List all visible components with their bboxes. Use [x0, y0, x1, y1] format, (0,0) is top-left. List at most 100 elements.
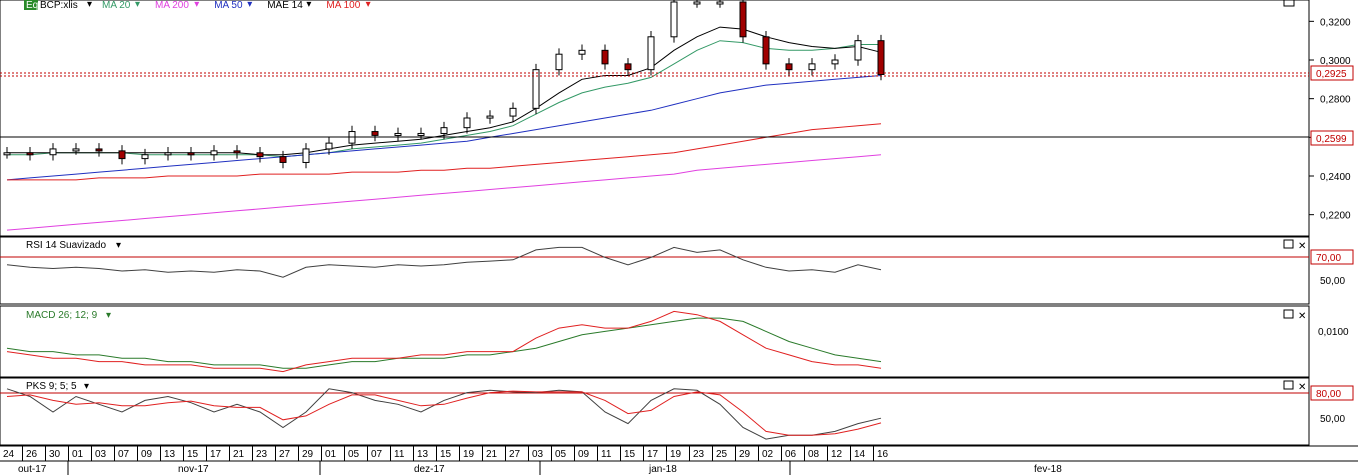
macd-maximize-icon[interactable] [1283, 309, 1294, 319]
equity-badge-icon [24, 0, 38, 10]
rsi-maximize-icon[interactable] [1283, 239, 1294, 249]
date-label: 12 [831, 449, 843, 460]
date-label: 07 [118, 449, 130, 460]
ticker-dropdown-icon[interactable]: ▾ [87, 0, 92, 10]
candle-body [624, 63, 632, 71]
candle-body [394, 132, 402, 136]
price-tick-label: 0,3000 [1320, 56, 1351, 67]
date-label: 30 [49, 449, 61, 460]
series-ma-50 [6, 75, 882, 181]
rsi-title[interactable]: RSI 14 Suavizado [26, 240, 106, 251]
macd-dropdown-icon[interactable]: ▾ [106, 310, 111, 321]
legend-mae-14[interactable]: MAE 14 [267, 0, 303, 11]
candle-body [187, 152, 195, 156]
legend-dropdown-icon[interactable]: ▾ [247, 0, 252, 10]
candle-body [555, 53, 563, 71]
candle-body [233, 150, 241, 154]
candle-body [716, 1, 724, 5]
legend-ma-50[interactable]: MA 50 [214, 0, 243, 11]
date-label: 19 [463, 449, 475, 460]
date-label: 21 [486, 449, 498, 460]
legend-ma-100[interactable]: MA 100 [326, 0, 360, 11]
legend-dropdown-icon[interactable]: ▾ [306, 0, 311, 10]
candle-body [601, 49, 609, 65]
candle-body [762, 36, 770, 65]
date-label: 25 [716, 449, 728, 460]
date-label: 17 [210, 449, 222, 460]
price-panel-frame [0, 0, 1310, 237]
candle-body [302, 148, 310, 163]
date-label: 16 [877, 449, 889, 460]
rsi-panel: RSI 14 Suavizado ▾ ✕ 70,00 50,00 [0, 236, 1354, 305]
candle-body [164, 152, 172, 156]
date-label: 06 [785, 449, 797, 460]
candle-body [440, 127, 448, 134]
series-ma-20 [7, 40, 881, 158]
macd-panel: MACD 26; 12; 9 ▾ ✕ 0,0100 [0, 305, 1349, 378]
candle-body [532, 69, 540, 109]
candle-body [325, 142, 333, 150]
rsi-close-icon[interactable]: ✕ [1298, 241, 1306, 252]
date-label: 29 [302, 449, 314, 460]
candle-body [670, 1, 678, 38]
legend-dropdown-icon[interactable]: ▾ [366, 0, 371, 10]
macd-close-icon[interactable]: ✕ [1298, 311, 1306, 322]
macd-panel-frame [0, 305, 1310, 378]
candle-body [26, 152, 34, 156]
date-label: 27 [279, 449, 291, 460]
price-tick-label: 0,2200 [1320, 211, 1351, 222]
series-ma-100 [7, 123, 882, 181]
ticker-label[interactable]: BCP:xlis [40, 0, 78, 11]
pks-close-icon[interactable]: ✕ [1298, 382, 1306, 393]
candle-body [877, 40, 885, 75]
pks-50-label: 50,00 [1320, 414, 1345, 425]
month-label: out-17 [18, 464, 47, 475]
candle-body [854, 40, 862, 61]
candle-body [509, 107, 517, 117]
candle-body [578, 49, 586, 55]
date-label: 19 [670, 449, 682, 460]
date-label: 15 [440, 449, 452, 460]
macd-signal-line [6, 317, 882, 369]
rsi-dropdown-icon[interactable]: ▾ [116, 240, 121, 251]
candle-body [72, 148, 80, 152]
candle-body [785, 63, 793, 71]
maximize-icon[interactable] [1283, 0, 1295, 7]
legend-ma-20[interactable]: MA 20 [102, 0, 131, 11]
last-price-box [1310, 65, 1354, 81]
candle-body [739, 1, 747, 38]
price-panel [0, 0, 1310, 237]
macd-tick-label: 0,0100 [1318, 327, 1349, 338]
candle-body [371, 131, 379, 136]
date-label: 26 [26, 449, 38, 460]
month-label: fev-18 [1034, 464, 1062, 475]
legend-dropdown-icon[interactable]: ▾ [194, 0, 199, 10]
rsi-70-box [1310, 249, 1354, 265]
legend-dropdown-icon[interactable]: ▾ [135, 0, 140, 10]
date-label: 07 [371, 449, 383, 460]
date-label: 03 [95, 449, 107, 460]
date-label: 11 [601, 449, 612, 460]
pks-dropdown-icon[interactable]: ▾ [84, 381, 89, 392]
date-label: 11 [394, 449, 405, 460]
date-label: 03 [532, 449, 544, 460]
macd-title[interactable]: MACD 26; 12; 9 [26, 310, 98, 321]
candle-body [486, 115, 494, 119]
date-label: 17 [647, 449, 659, 460]
date-label: 23 [693, 449, 705, 460]
pks-k-line [6, 388, 882, 440]
rsi-70-label: 70,00 [1316, 253, 1341, 264]
pks-80-box [1310, 385, 1354, 401]
date-axis: 24 26 30 01 03 07 09 13 15 17 21 23 27 29 01 05 07 11 13 15… [0, 445, 1358, 475]
candle-body [808, 63, 816, 71]
price-tick-label: 0,2400 [1320, 172, 1351, 183]
candle-body [256, 152, 264, 158]
pks-title[interactable]: PKS 9; 5; 5 [26, 381, 77, 392]
date-label: 21 [233, 449, 245, 460]
date-label: 13 [164, 449, 176, 460]
pks-maximize-icon[interactable] [1283, 380, 1294, 390]
date-label: 24 [3, 449, 15, 460]
legend-ma-200[interactable]: MA 200 [155, 0, 189, 11]
series-ma-200 [6, 154, 882, 231]
